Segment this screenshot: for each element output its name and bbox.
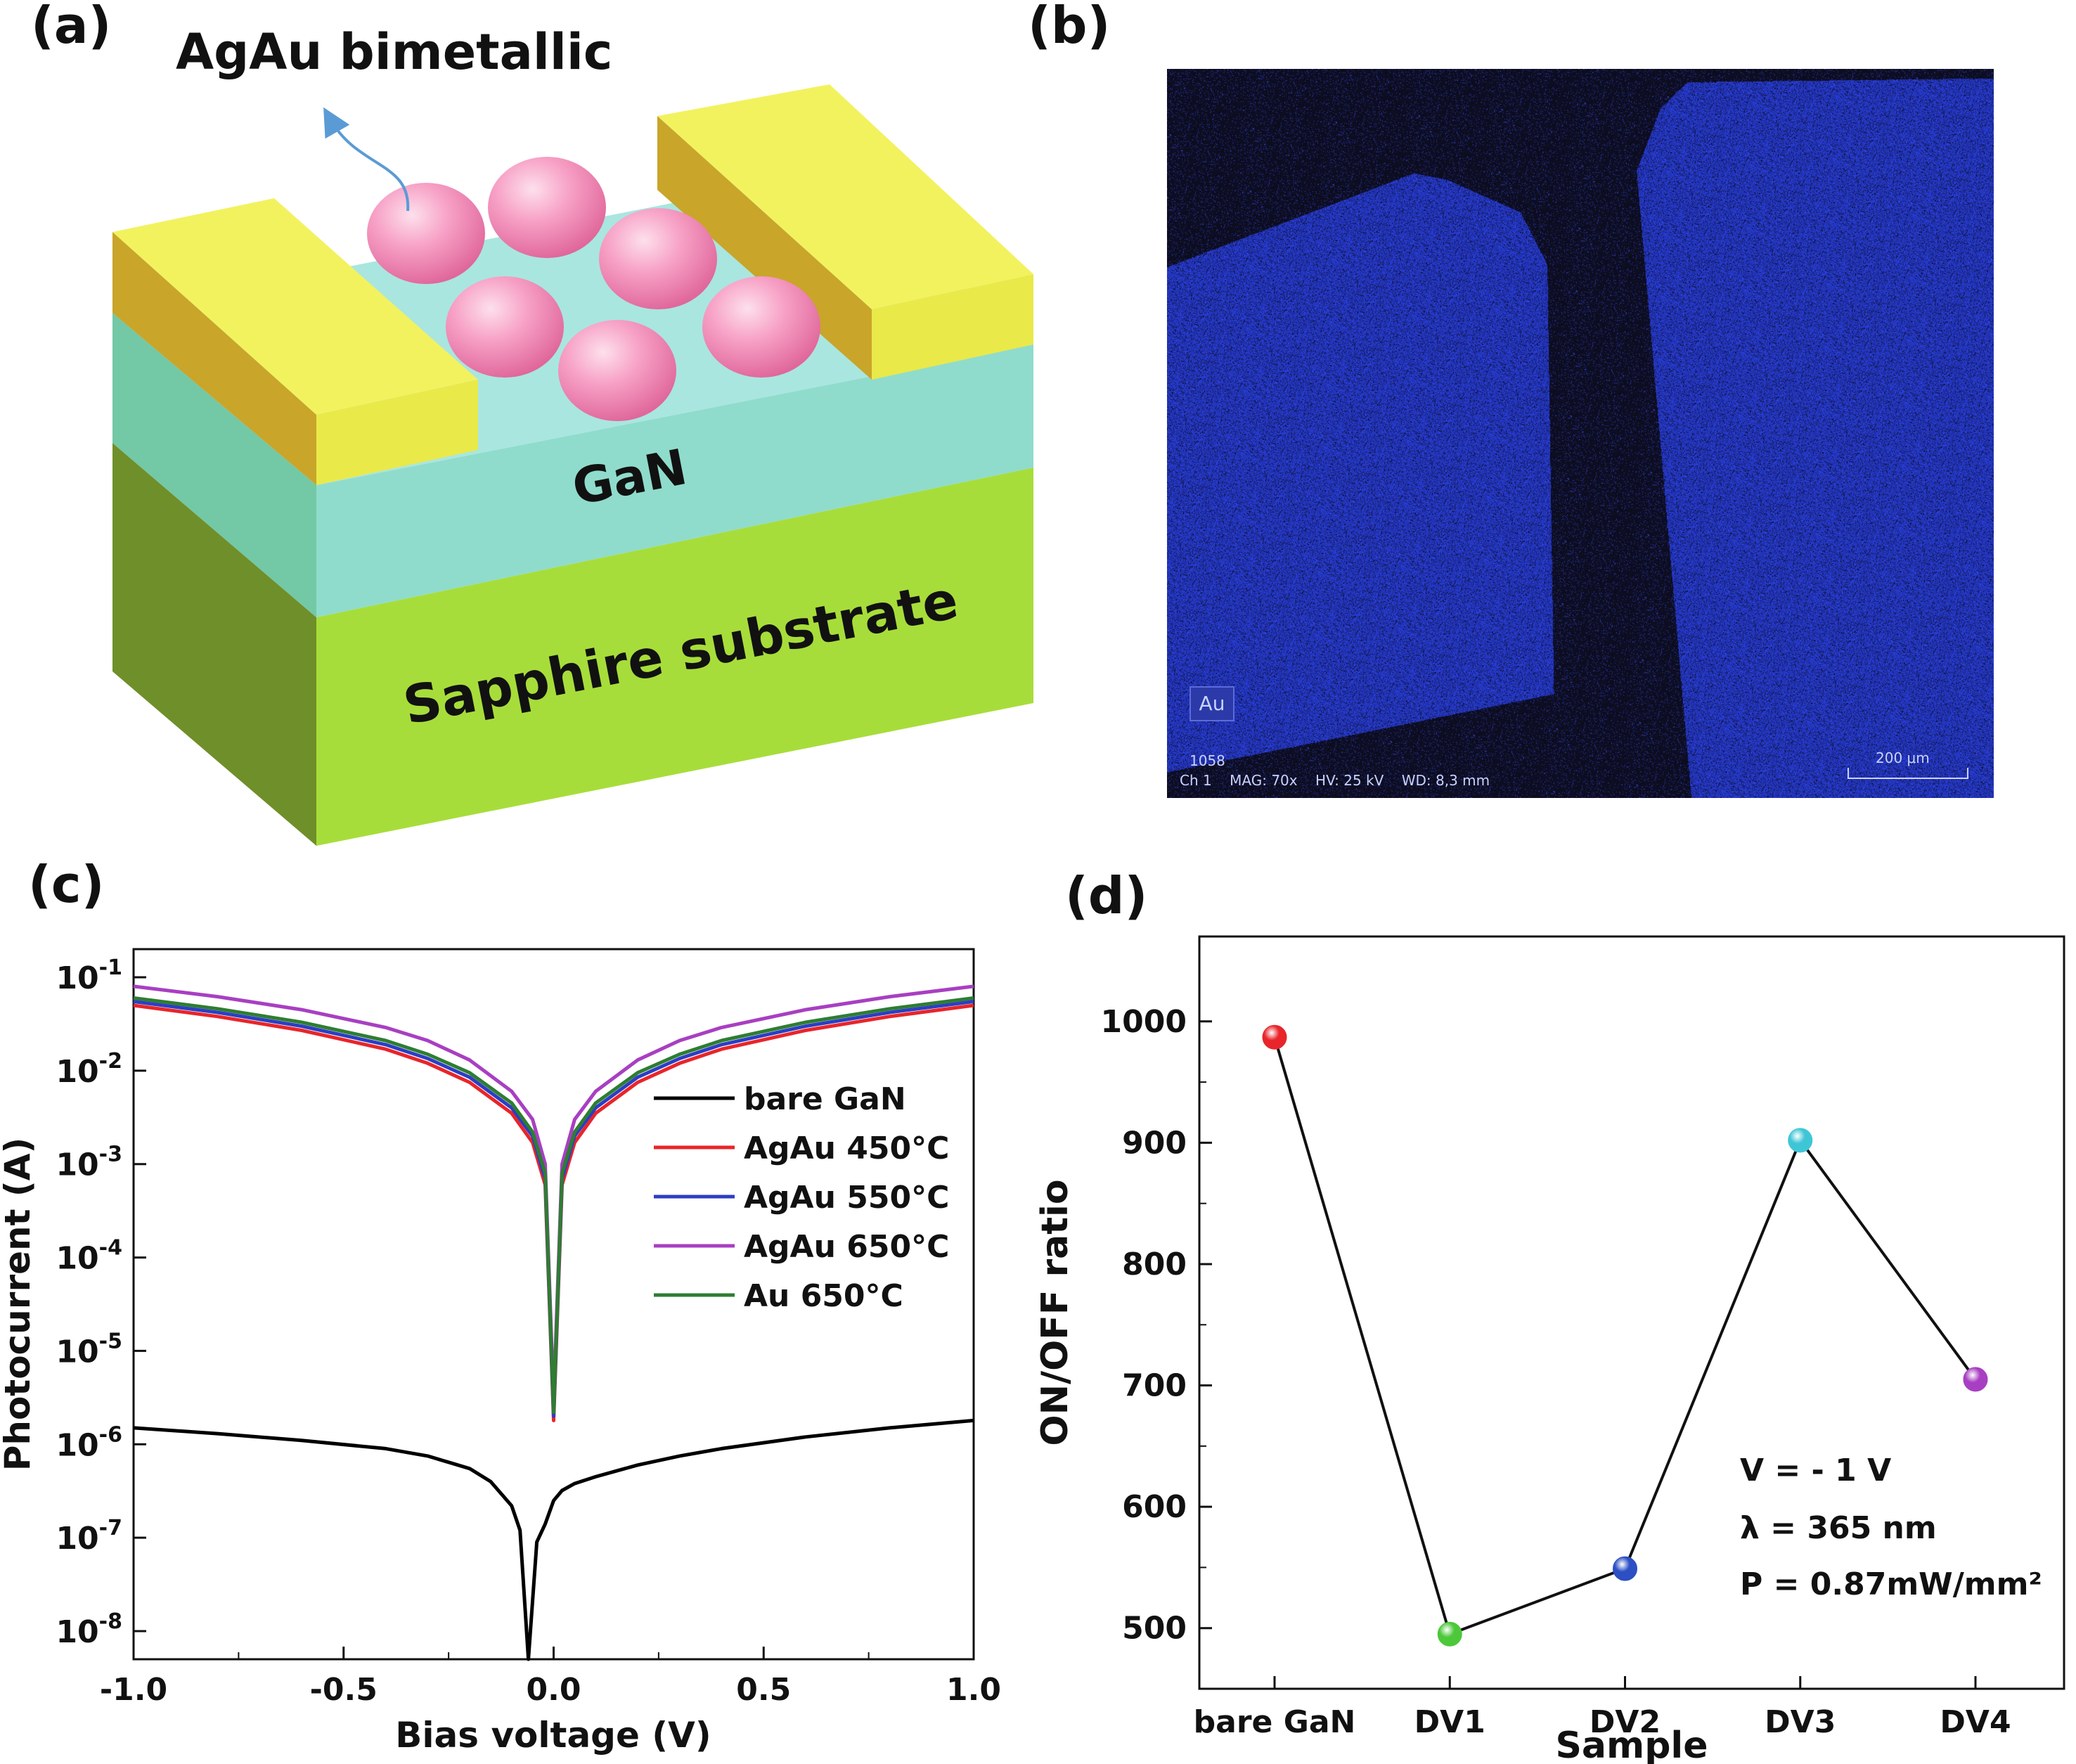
data-point [1613, 1556, 1637, 1581]
y-ticks: 500 600 700 800 900 1000 [1101, 1004, 1212, 1647]
curves [133, 984, 974, 1661]
right-electrode-top [657, 84, 1033, 309]
device-schematic: AgAu bimetallic GaN Sapphire substrate [112, 23, 1033, 846]
x-tick-label: bare GaN [1194, 1704, 1356, 1740]
nanoparticle [558, 320, 676, 421]
x-tick-label: 0.0 [527, 1672, 581, 1708]
nanoparticle [702, 276, 820, 378]
plot-frame [1198, 935, 2065, 1690]
y-tick-label: 10-5 [56, 1329, 122, 1370]
legend-label: bare GaN [744, 1081, 906, 1117]
nanoparticle [599, 208, 717, 309]
eds-map: Au 1058 Ch 1 MAG: 70x HV: 25 kV WD: 8,3 … [1167, 69, 1994, 798]
y-tick-label: 700 [1122, 1368, 1187, 1404]
sem-info-line: Ch 1 MAG: 70x HV: 25 kV WD: 8,3 mm [1180, 772, 1490, 789]
curve [133, 1418, 974, 1661]
x-axis-label: Bias voltage (V) [395, 1715, 711, 1756]
curve [133, 996, 974, 1415]
x-tick-label: -1.0 [100, 1672, 167, 1708]
curve [133, 1000, 974, 1418]
y-ticks: 10-8 10-7 10-6 10-5 10-4 10-3 10-2 10-1 [56, 955, 146, 1650]
left-electrode-side [112, 232, 316, 485]
data-point [1437, 1621, 1462, 1647]
y-tick-label: 600 [1122, 1489, 1187, 1525]
annotation-voltage: V = - 1 V [1740, 1453, 1891, 1488]
legend-label: AgAu 550°C [744, 1180, 949, 1216]
eds-au-map-canvas [1167, 69, 1994, 798]
x-ticks: -1.0 -0.5 0.0 0.5 1.0 [100, 1647, 1001, 1708]
legend-label: AgAu 650°C [744, 1229, 949, 1265]
agau-particles [367, 157, 820, 421]
legend-label: AgAu 450°C [744, 1131, 949, 1166]
element-tag: Au [1189, 686, 1234, 721]
y-tick-label: 10-4 [56, 1236, 122, 1277]
y-tick-label: 10-1 [56, 955, 122, 996]
scale-bar-label: 200 μm [1876, 749, 1930, 766]
y-tick-label: 800 [1122, 1247, 1187, 1282]
legend-label: Au 650°C [744, 1278, 903, 1314]
gan-front [316, 345, 1033, 617]
annotation-wavelength: λ = 365 nm [1740, 1510, 1937, 1546]
photocurrent-chart: -1.0 -0.5 0.0 0.5 1.0 10-810-710-610-510-410… [0, 948, 1001, 1756]
x-axis-label: Sample [1555, 1725, 1708, 1764]
data-point [1788, 1128, 1813, 1153]
panel-c-label: (c) [28, 855, 105, 914]
panel-d-label: (d) [1065, 866, 1148, 925]
y-tick-label: 10-7 [56, 1516, 122, 1557]
annotation-power: P = 0.87mW/mm² [1740, 1566, 2042, 1602]
y-tick-label: 500 [1122, 1611, 1187, 1647]
x-tick-label: DV4 [1940, 1704, 2011, 1740]
legend: bare GaN AgAu 450°C AgAu 550°C AgAu 650°C Au… [654, 1081, 949, 1314]
y-tick-label: 10-2 [56, 1049, 122, 1090]
data-points [1262, 1024, 1988, 1647]
x-tick-label: DV3 [1765, 1704, 1836, 1740]
x-tick-label: DV2 [1590, 1704, 1661, 1740]
x-tick-label: DV1 [1414, 1704, 1485, 1740]
curve [133, 1003, 974, 1422]
panel-b-label: (b) [1028, 0, 1111, 55]
panel-a-label: (a) [31, 0, 112, 55]
substrate-front [316, 468, 1033, 846]
condition-annotation: V = - 1 V λ = 365 nm P = 0.87mW/mm² [1740, 1453, 2042, 1602]
substrate-side [112, 443, 316, 846]
nanoparticle [367, 183, 485, 284]
y-tick-label: 10-6 [56, 1422, 122, 1463]
x-tick-label: -0.5 [310, 1672, 378, 1708]
particle-arrow [323, 107, 410, 212]
element-tag-text: Au [1199, 692, 1225, 715]
right-electrode-front [872, 274, 1033, 380]
nanoparticle [488, 157, 606, 258]
scale-bar [1848, 768, 1968, 779]
x-tick-label: 0.5 [736, 1672, 791, 1708]
agau-bimetallic-label: AgAu bimetallic [176, 23, 612, 81]
data-point [1262, 1024, 1287, 1050]
x-tick-label: 1.0 [946, 1672, 1001, 1708]
data-point [1963, 1367, 1988, 1392]
y-tick-label: 900 [1122, 1125, 1187, 1161]
y-axis-label: Photocurrent (A) [0, 1138, 38, 1472]
on-off-ratio-chart: 500 600 700 800 900 1000 bare GaN DV1 DV2 DV3 DV4… [1034, 935, 2065, 1764]
frame-number: 1058 [1189, 752, 1225, 769]
x-ticks: bare GaN DV1 DV2 DV3 DV4 [1194, 1676, 2011, 1740]
left-electrode-top [112, 198, 478, 415]
y-tick-label: 10-8 [56, 1609, 122, 1650]
gan-side [112, 313, 316, 617]
y-tick-label: 1000 [1101, 1004, 1187, 1040]
nanoparticle [446, 276, 564, 378]
y-axis-label: ON/OFF ratio [1034, 1179, 1076, 1446]
y-tick-label: 10-3 [56, 1142, 122, 1183]
left-electrode-front [316, 380, 478, 485]
